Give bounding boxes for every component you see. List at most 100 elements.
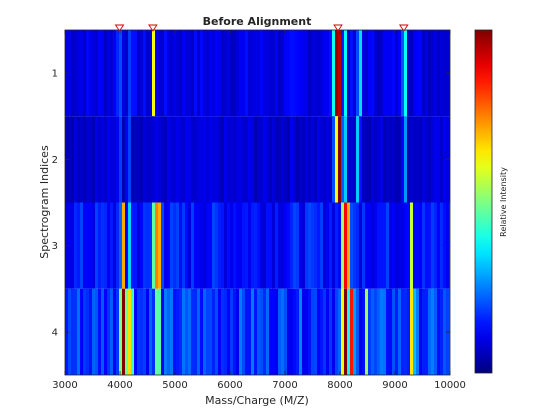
heatmap-cell xyxy=(149,116,153,203)
heatmap-cell xyxy=(239,288,243,375)
heatmap-cell xyxy=(89,202,93,289)
heatmap-cell xyxy=(404,30,408,117)
heatmap-cell xyxy=(92,202,96,289)
heatmap-cell xyxy=(362,30,366,117)
heatmap-cell xyxy=(437,202,441,289)
heatmap-cell xyxy=(323,202,327,289)
heatmap-cell xyxy=(332,288,336,375)
heatmap-cell xyxy=(374,116,378,203)
heatmap-cell xyxy=(311,30,315,117)
heatmap-cell xyxy=(191,116,195,203)
heatmap-cell xyxy=(212,288,216,375)
heatmap-cell xyxy=(428,30,432,117)
heatmap-cell xyxy=(170,30,174,117)
heatmap-cell xyxy=(122,288,126,375)
heatmap-cell xyxy=(128,288,132,375)
heatmap-cell xyxy=(341,288,345,375)
heatmap-cell xyxy=(212,30,216,117)
heatmap-cell xyxy=(419,202,423,289)
y-tick-label: 4 xyxy=(52,327,58,338)
heatmap-cell xyxy=(431,202,435,289)
heatmap-cell xyxy=(125,30,129,117)
heatmap-cell xyxy=(338,202,342,289)
heatmap-cell xyxy=(176,30,180,117)
heatmap-cell xyxy=(302,116,306,203)
heatmap-cell xyxy=(365,288,369,375)
heatmap-cell xyxy=(308,30,312,117)
heatmap-cell xyxy=(242,202,246,289)
heatmap-cell xyxy=(272,202,276,289)
heatmap-cell xyxy=(326,30,330,117)
heatmap-cell xyxy=(287,288,291,375)
heatmap-cell xyxy=(218,116,222,203)
heatmap-cell xyxy=(77,202,81,289)
heatmap-cell xyxy=(344,116,348,203)
heatmap-cell xyxy=(332,30,336,117)
heatmap-cell xyxy=(281,288,285,375)
heatmap-cell xyxy=(173,30,177,117)
heatmap-cell xyxy=(95,116,99,203)
heatmap-cell xyxy=(305,202,309,289)
heatmap-row-2 xyxy=(65,116,450,203)
heatmap-cell xyxy=(410,30,414,117)
heatmap-cell xyxy=(122,30,126,117)
heatmap-cell xyxy=(431,30,435,117)
heatmap-cell xyxy=(140,202,144,289)
heatmap-cell xyxy=(206,30,210,117)
heatmap-cell xyxy=(404,116,408,203)
heatmap-cell xyxy=(236,288,240,375)
heatmap-cell xyxy=(209,202,213,289)
heatmap-cell xyxy=(257,288,261,375)
heatmap-cell xyxy=(239,30,243,117)
heatmap-cell xyxy=(350,288,354,375)
heatmap-cell xyxy=(425,116,429,203)
heatmap-cell xyxy=(218,288,222,375)
heatmap-cell xyxy=(188,116,192,203)
reference-peak-markers xyxy=(114,24,409,32)
heatmap-cell xyxy=(383,288,387,375)
x-tick-label: 5000 xyxy=(162,380,187,391)
heatmap-cell xyxy=(434,288,438,375)
heatmap-cell xyxy=(314,288,318,375)
heatmap-cell xyxy=(182,288,186,375)
heatmap-cell xyxy=(182,202,186,289)
heatmap-cell xyxy=(293,288,297,375)
heatmap-cell xyxy=(194,30,198,117)
heatmap-cell xyxy=(161,288,165,375)
heatmap-cell xyxy=(440,202,444,289)
heatmap-cell xyxy=(221,116,225,203)
heatmap-cell xyxy=(356,116,360,203)
heatmap-cell xyxy=(134,288,138,375)
heatmap-cell xyxy=(248,288,252,375)
heatmap-cell xyxy=(380,116,384,203)
heatmap-cell xyxy=(419,30,423,117)
heatmap-cell xyxy=(344,288,348,375)
heatmap-cell xyxy=(209,30,213,117)
heatmap-cell xyxy=(269,288,273,375)
heatmap-cell xyxy=(416,30,420,117)
heatmap-cell xyxy=(71,202,75,289)
heatmap-cell xyxy=(92,30,96,117)
heatmap-cell xyxy=(101,116,105,203)
heatmap-cell xyxy=(206,288,210,375)
heatmap-cell xyxy=(89,30,93,117)
heatmap-cell xyxy=(359,30,363,117)
heatmap-cell xyxy=(389,30,393,117)
heatmap-cell xyxy=(254,202,258,289)
heatmap-cell xyxy=(275,30,279,117)
heatmap-cell xyxy=(437,30,441,117)
heatmap-cell xyxy=(407,202,411,289)
heatmap-cell xyxy=(431,116,435,203)
heatmap-cell xyxy=(329,288,333,375)
heatmap-cell xyxy=(179,116,183,203)
heatmap-cell xyxy=(284,288,288,375)
heatmap-cell xyxy=(137,30,141,117)
heatmap-cell xyxy=(365,30,369,117)
heatmap-cell xyxy=(389,116,393,203)
heatmap-cell xyxy=(188,288,192,375)
heatmap-cell xyxy=(128,202,132,289)
heatmap-cell xyxy=(335,202,339,289)
heatmap-cell xyxy=(251,116,255,203)
heatmap-cell xyxy=(74,30,78,117)
heatmap-cell xyxy=(149,30,153,117)
